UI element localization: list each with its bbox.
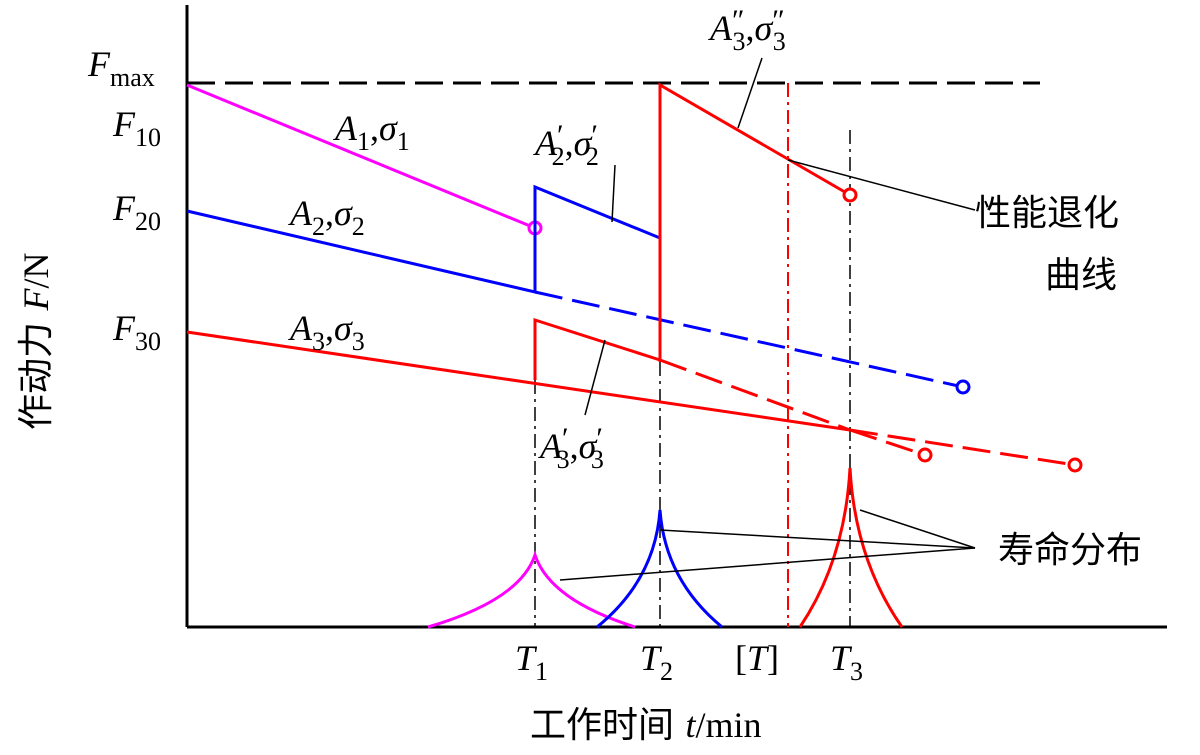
- subscript: 10: [135, 123, 161, 152]
- annotation: 曲线: [1045, 255, 1117, 296]
- text-part: σ: [334, 193, 353, 233]
- text-part: A: [538, 426, 563, 466]
- text-part: σ: [334, 308, 353, 348]
- subscript: 3: [312, 327, 325, 356]
- x-label: T1​: [515, 638, 548, 686]
- subscript: 3: [850, 657, 863, 686]
- y-label: F20​: [112, 188, 161, 236]
- curve-label: A′2​,σ′2​: [533, 119, 599, 171]
- subscript: 20: [135, 207, 161, 236]
- text-part: A: [288, 193, 313, 233]
- x-axis-label: 工作时间 t/min: [530, 705, 761, 746]
- subscript: 3: [352, 327, 365, 356]
- text-part: A: [333, 108, 358, 148]
- text-part: t: [685, 705, 696, 745]
- text-part: ,: [570, 426, 579, 466]
- text-part: T: [640, 638, 663, 678]
- curve-label: A′3​,σ′3​: [538, 422, 604, 474]
- superscript: ″: [732, 4, 745, 37]
- superscript: ″: [772, 4, 785, 37]
- subscript: 3: [773, 27, 786, 56]
- y-label: F30​: [112, 308, 161, 356]
- curve-label: A2​,σ2​: [288, 193, 365, 241]
- superscript: ′: [562, 422, 569, 455]
- subscript: max: [110, 63, 155, 92]
- superscript: ′: [557, 119, 564, 152]
- subscript: 2: [312, 212, 325, 241]
- text-part: ,: [325, 308, 334, 348]
- curve-label: A3​,σ3​: [288, 308, 365, 356]
- y-axis-label: 作动力 F/N: [16, 253, 57, 430]
- text-part: σ: [579, 426, 598, 466]
- y-label: F10​: [112, 104, 161, 152]
- text-part: F: [112, 308, 136, 348]
- curves: [186, 82, 1083, 629]
- text-part: /N: [16, 253, 56, 289]
- text-part: F: [16, 288, 56, 312]
- text-part: ,: [746, 8, 755, 48]
- text-part: F: [87, 44, 111, 84]
- subscript: 2: [552, 142, 565, 171]
- subscript: 2: [586, 142, 599, 171]
- text-part: T: [515, 638, 538, 678]
- text-part: A: [288, 308, 313, 348]
- text-part: T: [747, 638, 770, 678]
- y-label: Fmax​: [87, 44, 155, 92]
- text-part: ,: [565, 123, 574, 163]
- annotation: 性能退化: [975, 193, 1119, 234]
- subscript: 3: [557, 445, 570, 474]
- text-part: 作动力: [16, 311, 57, 430]
- subscript: 2: [352, 212, 365, 241]
- subscript: 1: [357, 127, 370, 156]
- text-part: σ: [755, 8, 774, 48]
- curve-label: A1​,σ1​: [333, 108, 410, 156]
- leaders: [559, 57, 976, 581]
- text-part: A: [533, 123, 558, 163]
- text-part: ]: [767, 638, 779, 678]
- annotation: 寿命分布: [998, 530, 1142, 571]
- x-label: [T]: [735, 638, 779, 678]
- text-part: σ: [574, 123, 593, 163]
- x-label: T2​: [640, 638, 673, 686]
- subscript: 3: [591, 445, 604, 474]
- text-part: σ: [379, 108, 398, 148]
- text-part: ,: [325, 193, 334, 233]
- subscript: 30: [135, 327, 161, 356]
- text-part: 工作时间: [530, 705, 685, 746]
- text-part: F: [112, 188, 136, 228]
- subscript: 3: [733, 27, 746, 56]
- x-label: T3​: [830, 638, 863, 686]
- superscript: ′: [596, 422, 603, 455]
- subscript: 2: [660, 657, 673, 686]
- axes: [185, 5, 1167, 629]
- text-part: /min: [695, 705, 761, 745]
- subscript: 1: [397, 127, 410, 156]
- text-part: ,: [370, 108, 379, 148]
- text-part: [: [735, 638, 747, 678]
- text-part: F: [112, 104, 136, 144]
- text-part: A: [708, 8, 733, 48]
- superscript: ′: [591, 119, 598, 152]
- subscript: 1: [535, 657, 548, 686]
- curve-label: A″3​,σ″3​: [708, 4, 786, 56]
- text-part: T: [830, 638, 853, 678]
